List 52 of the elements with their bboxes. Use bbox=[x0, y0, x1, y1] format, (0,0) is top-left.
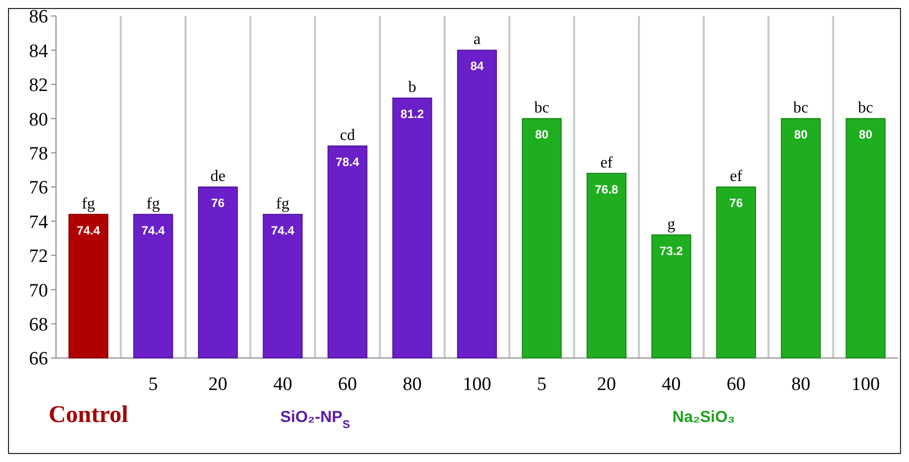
annotation: fg bbox=[82, 195, 96, 212]
y-tick-label: 68 bbox=[29, 314, 48, 336]
x-tick-label: 5 bbox=[537, 374, 547, 395]
x-tick-label: 40 bbox=[662, 374, 681, 395]
data-label: 74.4 bbox=[141, 223, 166, 238]
data-label: 74.4 bbox=[76, 223, 100, 238]
data-label: 80 bbox=[794, 128, 808, 142]
y-tick-label: 80 bbox=[29, 109, 48, 130]
data-label: 84 bbox=[470, 59, 484, 74]
x-tick-label: 100 bbox=[851, 374, 880, 395]
data-label: 81.2 bbox=[400, 107, 424, 122]
data-label: 76 bbox=[211, 196, 225, 210]
y-tick-label: 86 bbox=[29, 6, 48, 28]
y-tick-label: 74 bbox=[29, 212, 48, 233]
data-label: 73.2 bbox=[660, 244, 684, 258]
x-tick-label: 100 bbox=[462, 374, 492, 395]
y-tick-label: 70 bbox=[29, 280, 48, 302]
data-label: 80 bbox=[858, 128, 873, 142]
annotation: ef bbox=[730, 168, 743, 185]
annotation: b bbox=[408, 79, 416, 96]
y-tick-label: 84 bbox=[29, 40, 48, 62]
y-tick-label: 66 bbox=[29, 348, 48, 370]
annotation: bc bbox=[534, 100, 550, 117]
annotation: a bbox=[473, 31, 481, 48]
data-label: 76.8 bbox=[594, 182, 619, 196]
data-label: 76 bbox=[729, 196, 744, 210]
annotation: de bbox=[210, 168, 226, 185]
annotation: fg bbox=[276, 195, 290, 212]
annotation: g bbox=[667, 216, 676, 233]
x-tick-label: 20 bbox=[208, 374, 228, 395]
annotation: bc bbox=[793, 100, 808, 117]
text: Na₂SiO₃ bbox=[672, 409, 735, 426]
annotation: bc bbox=[858, 100, 874, 117]
text: Control bbox=[48, 402, 128, 428]
data-label: 80 bbox=[535, 128, 549, 142]
x-tick-label: 80 bbox=[402, 374, 422, 395]
x-tick-label: 20 bbox=[597, 374, 616, 395]
data-label: 78.4 bbox=[336, 154, 360, 169]
x-tick-label: 80 bbox=[791, 374, 810, 395]
x-tick-label: 40 bbox=[273, 374, 292, 395]
y-tick-label: 78 bbox=[29, 143, 48, 164]
y-tick-label: 82 bbox=[29, 75, 48, 96]
annotation: ef bbox=[600, 154, 614, 172]
data-label: 74.4 bbox=[271, 223, 295, 238]
x-tick-label: 60 bbox=[726, 374, 746, 395]
y-tick-label: 72 bbox=[29, 246, 48, 268]
y-tick-label: 76 bbox=[29, 178, 48, 199]
annotation: fg bbox=[146, 195, 160, 212]
x-tick-label: 60 bbox=[338, 374, 357, 395]
x-tick-label: 5 bbox=[148, 374, 158, 395]
text: SiO₂-NP$_{S}$ bbox=[280, 409, 350, 431]
annotation: cd bbox=[340, 126, 356, 144]
